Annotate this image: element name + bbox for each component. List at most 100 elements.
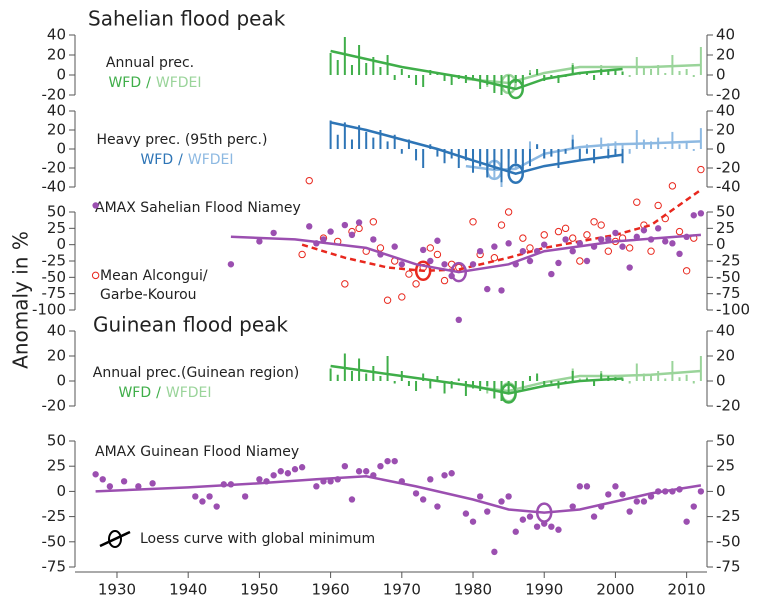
point <box>306 223 313 230</box>
name-separator: / <box>146 75 151 91</box>
y-tick-label: 25 <box>47 219 66 237</box>
point <box>341 463 349 470</box>
loess-curve <box>330 364 623 395</box>
point <box>619 243 626 250</box>
point <box>341 221 349 229</box>
point <box>426 244 434 252</box>
point <box>697 165 705 174</box>
point <box>633 498 640 505</box>
point <box>583 257 591 265</box>
y-tick-label: -40 <box>42 178 67 196</box>
y-tick-label: -75 <box>42 284 67 302</box>
y-tick-label: -75 <box>42 558 67 576</box>
point <box>120 478 128 485</box>
legend-label: Loess curve with global minimum <box>140 531 375 547</box>
point <box>370 236 377 243</box>
y2-tick-label: -20 <box>716 397 741 415</box>
y-tick-label: 50 <box>47 203 66 221</box>
point <box>341 280 349 288</box>
legend-entry: WFDEI <box>156 75 202 91</box>
point <box>548 270 555 278</box>
y-tick-label: 0 <box>56 482 66 500</box>
point <box>668 182 677 190</box>
y-tick-label: 40 <box>47 102 66 120</box>
point <box>419 246 427 254</box>
panel-title: Sahelian flood peak <box>88 7 286 31</box>
point <box>669 240 676 247</box>
y-tick-label: 20 <box>47 121 66 139</box>
loess-curve <box>330 121 623 176</box>
point <box>441 472 448 479</box>
panel-label: Annual prec.(Guinean region) <box>93 365 299 381</box>
global-minimum <box>507 78 524 100</box>
y-tick-label: 40 <box>47 322 66 340</box>
y2-tick-label: 0 <box>716 66 726 84</box>
x-tick-label: 1960 <box>312 581 350 599</box>
point <box>640 498 648 505</box>
point <box>92 202 99 209</box>
y-tick-label: -50 <box>42 268 67 286</box>
point <box>270 472 277 479</box>
y-tick-label: -20 <box>42 397 67 415</box>
point <box>541 241 548 248</box>
y2-tick-label: -50 <box>716 268 741 286</box>
legend-entry: Mean Alcongui/ <box>100 268 208 284</box>
y2-tick-label: -20 <box>716 159 741 177</box>
y2-tick-label: -25 <box>716 252 741 270</box>
point <box>213 503 220 510</box>
point <box>597 221 605 229</box>
y2-tick-label: -25 <box>716 507 741 525</box>
legend-entry: WFD <box>108 75 141 91</box>
point <box>491 243 498 250</box>
y2-tick-label: -100 <box>716 301 750 319</box>
point <box>434 503 441 510</box>
y-tick-label: 0 <box>56 140 66 158</box>
point <box>583 483 591 490</box>
point <box>376 244 385 252</box>
point <box>505 240 512 247</box>
point <box>540 231 548 239</box>
point <box>569 234 577 242</box>
point <box>149 480 156 487</box>
point <box>612 483 619 490</box>
point <box>427 257 434 265</box>
point <box>498 498 505 505</box>
y2-tick-label: 25 <box>716 219 735 237</box>
y-tick-label: 0 <box>56 66 66 84</box>
point <box>256 476 263 483</box>
point <box>469 218 477 226</box>
point <box>619 491 626 498</box>
point <box>448 470 455 477</box>
global-minimum <box>414 260 432 282</box>
point <box>554 227 563 236</box>
legend-symbol <box>108 530 122 548</box>
y-tick-label: -100 <box>32 301 66 319</box>
point <box>91 271 100 280</box>
global-minimum <box>450 261 468 283</box>
global-minimum <box>535 502 553 523</box>
y2-tick-label: -40 <box>716 178 741 196</box>
y2-tick-label: -50 <box>716 532 741 550</box>
point <box>505 493 512 500</box>
series-names: WFD / WFDEI <box>118 385 211 401</box>
point <box>199 498 206 505</box>
point <box>377 463 384 470</box>
x-tick-label: 1980 <box>454 581 492 599</box>
point <box>690 503 697 510</box>
y2-tick-label: 0 <box>716 235 726 253</box>
legend-entry: AMAX Guinean Flood Niamey <box>95 444 299 460</box>
loess-curve <box>301 188 702 273</box>
point <box>533 523 541 530</box>
y2-tick-label: -75 <box>716 284 741 302</box>
point <box>192 493 199 500</box>
panel-label: Heavy prec. (95th perc.) <box>97 132 268 148</box>
point <box>106 483 114 490</box>
point <box>135 483 142 490</box>
x-tick-label: 1930 <box>98 581 136 599</box>
x-tick-label: 2010 <box>668 581 706 599</box>
point <box>690 212 697 219</box>
series-names: WFD / WFDEI <box>108 75 201 91</box>
point <box>683 518 690 525</box>
point <box>277 468 284 475</box>
point <box>633 198 641 206</box>
